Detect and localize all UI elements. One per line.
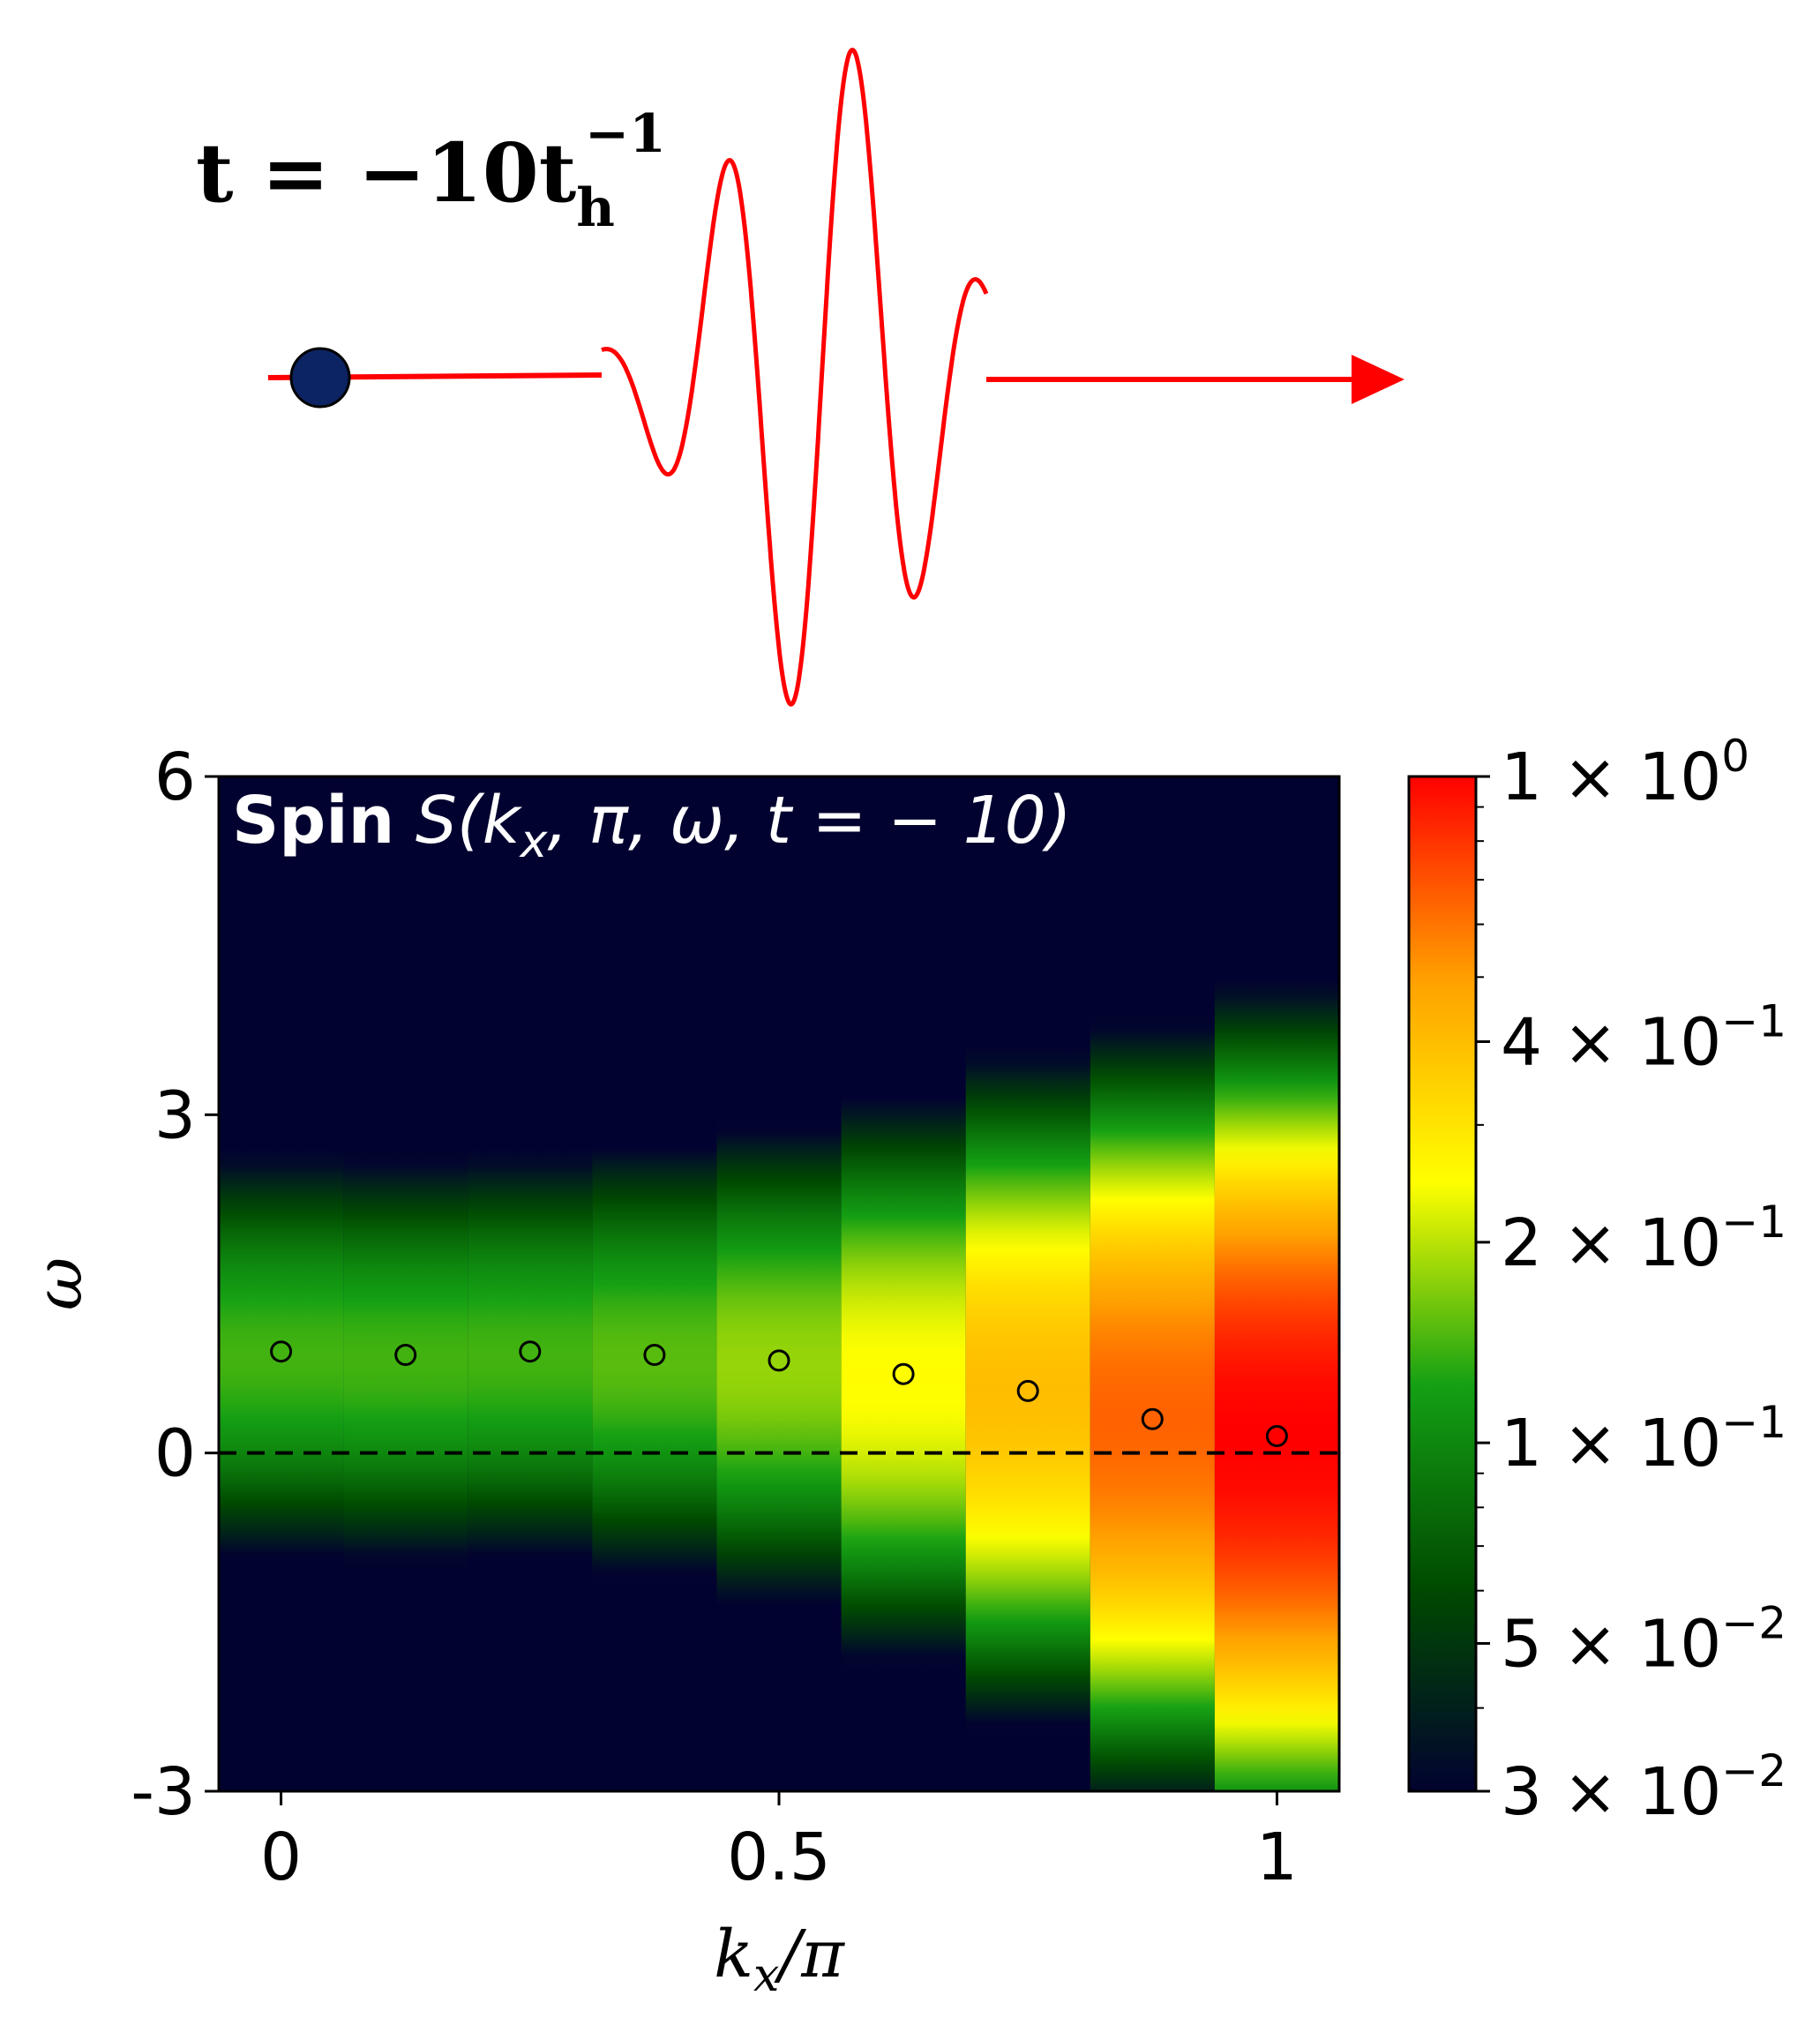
- x-tick-label: 0.5: [727, 1819, 831, 1895]
- time-label-sup: −1: [585, 103, 666, 165]
- colorbar-tick-exponent: −2: [1721, 1745, 1786, 1797]
- peak-marker: [892, 1362, 915, 1385]
- heat-columns: [219, 776, 1339, 1791]
- x-axis-label: kx/π: [714, 1917, 845, 2002]
- heat-column: [1090, 776, 1215, 1791]
- peak-marker: [768, 1349, 790, 1372]
- x-axis-label-main: k: [714, 1917, 753, 1992]
- heat-column: [343, 776, 468, 1791]
- particle-icon: [289, 347, 351, 409]
- peak-marker: [394, 1344, 417, 1366]
- time-label-main: t = −10t: [196, 125, 577, 221]
- colorbar-gradient: [1407, 775, 1478, 1793]
- peak-marker: [1265, 1425, 1288, 1447]
- x-axis-ticks: 0 0.5 1: [260, 1791, 1298, 1895]
- x-axis-label-sub: x: [753, 1949, 779, 2002]
- colorbar-tick-exponent: −1: [1721, 996, 1786, 1047]
- colorbar-tick-mantissa: 1 × 10: [1501, 739, 1721, 815]
- heat-column: [716, 776, 842, 1791]
- x-tick-label: 0: [260, 1819, 302, 1895]
- pulse-wave: [601, 47, 989, 707]
- pulse-illustration: [267, 47, 1404, 707]
- heat-cell: [1214, 776, 1339, 1791]
- peak-marker: [519, 1340, 542, 1363]
- peak-marker: [1141, 1407, 1164, 1430]
- heat-column: [965, 776, 1090, 1791]
- y-tick-label: 0: [154, 1416, 196, 1492]
- colorbar-tick-label: 2 × 10−1: [1501, 1197, 1786, 1281]
- heat-column: [468, 776, 593, 1791]
- time-label-sub: h: [576, 177, 615, 239]
- heat-column: [841, 776, 966, 1791]
- colorbar-tick-label: 1 × 10−1: [1501, 1397, 1786, 1482]
- x-axis-label-rest: /π: [774, 1917, 845, 1992]
- y-tick-label: -3: [131, 1754, 196, 1830]
- heat-cell: [841, 776, 966, 1791]
- colorbar-tick-exponent: −1: [1721, 1197, 1786, 1248]
- peak-marker: [1016, 1379, 1039, 1402]
- colorbar-tick-mantissa: 3 × 10: [1501, 1754, 1721, 1830]
- heatmap-plot: Spin S(kx, π, ω, t = − 10) 630-3 0 0.5 1 k…: [21, 739, 1341, 2002]
- colorbar-tick-label: 4 × 10−1: [1501, 996, 1786, 1081]
- x-tick-label: 1: [1256, 1819, 1298, 1895]
- panel-label-sub: x: [519, 815, 549, 868]
- time-label: t = −10th −1: [196, 103, 666, 239]
- heat-cell: [1090, 776, 1215, 1791]
- colorbar-tick-mantissa: 2 × 10: [1501, 1205, 1721, 1281]
- heat-cell: [343, 776, 468, 1791]
- y-axis-label: ω: [21, 1257, 97, 1310]
- panel-label-rest: , π, ω, t = − 10): [547, 783, 1071, 859]
- heat-cell: [592, 776, 717, 1791]
- colorbar-tick-label: 5 × 10−2: [1501, 1597, 1786, 1682]
- panel-label: Spin S(kx, π, ω, t = − 10): [232, 783, 1072, 868]
- heat-column: [592, 776, 717, 1791]
- y-tick-label: 3: [154, 1077, 196, 1153]
- colorbar-tick-label: 1 × 100: [1501, 731, 1749, 815]
- panel-label-formula: S(k: [416, 783, 523, 859]
- heat-cell: [716, 776, 842, 1791]
- panel-label-bold: Spin: [232, 783, 394, 859]
- colorbar-tick-mantissa: 4 × 10: [1501, 1005, 1721, 1081]
- heat-cell: [219, 776, 344, 1791]
- y-tick-label: 6: [154, 739, 196, 815]
- heat-cell: [965, 776, 1090, 1791]
- colorbar-tick-mantissa: 5 × 10: [1501, 1606, 1721, 1682]
- arrowhead-icon: [1352, 355, 1404, 404]
- heat-column: [1214, 776, 1339, 1791]
- y-axis-ticks: 6 3 0 -3: [131, 739, 219, 1830]
- heat-column: [219, 776, 344, 1791]
- heat-cell: [468, 776, 593, 1791]
- peak-markers: [270, 1340, 1288, 1447]
- colorbar-tick-label: 3 × 10−2: [1501, 1745, 1786, 1830]
- colorbar-tick-exponent: −2: [1721, 1597, 1786, 1648]
- colorbar-tick-exponent: 0: [1721, 731, 1749, 782]
- peak-marker: [270, 1340, 293, 1363]
- colorbar-tick-exponent: −1: [1721, 1397, 1786, 1448]
- peak-marker: [643, 1344, 666, 1366]
- colorbar-tick-mantissa: 1 × 10: [1501, 1406, 1721, 1482]
